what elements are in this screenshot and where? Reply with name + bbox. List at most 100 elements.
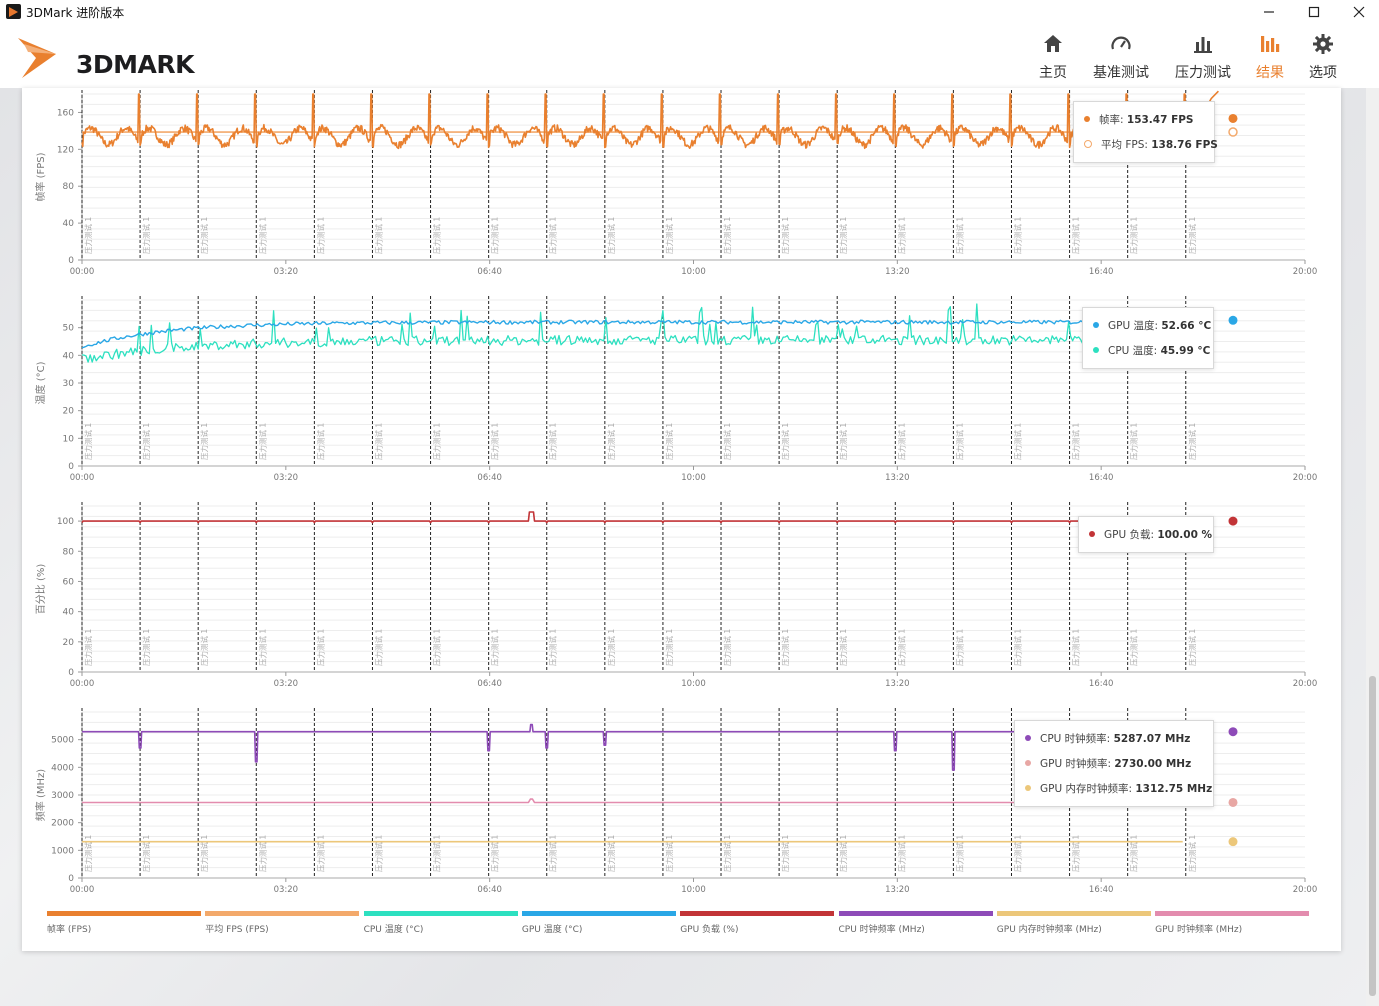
monitoring-card: 0 40 80 120 160 帧率 (FPS) 00:00 03:20 06:40 10:00 1… (22, 88, 1341, 951)
x-tick-label: 10:00 (681, 267, 706, 277)
tooltip-value: 100.00 % (1157, 529, 1213, 541)
stress-test-marker-label: 压力测试 1 (954, 629, 964, 666)
stress-test-marker-label: 压力测试 1 (838, 423, 848, 460)
nav-benchmarks-label: 基准测试 (1093, 65, 1149, 81)
nav-results[interactable]: 结果 (1253, 32, 1287, 86)
close-button[interactable] (1336, 0, 1379, 24)
stress-test-marker-label: 压力测试 1 (257, 423, 267, 460)
stress-test-marker-label: 压力测试 1 (490, 629, 500, 666)
legend-swatch (838, 911, 993, 916)
stress-test-marker-label: 压力测试 1 (1071, 217, 1081, 254)
stress-test-marker-label: 压力测试 1 (1071, 835, 1081, 872)
stress-test-marker-label: 压力测试 1 (1129, 217, 1139, 254)
tooltip-label: GPU 温度: (1108, 320, 1162, 332)
legend-item[interactable]: 平均 FPS (FPS) (205, 911, 360, 935)
tooltip-row: GPU 内存时钟频率: 1312.75 MHz (1025, 777, 1212, 802)
fps-endpoint (1228, 113, 1238, 123)
tooltip-label: GPU 时钟频率: (1040, 758, 1115, 770)
stress-test-marker-label: 压力测试 1 (954, 423, 964, 460)
x-tick-label: 00:00 (70, 473, 95, 483)
stress-test-marker-label: 压力测试 1 (664, 835, 674, 872)
x-tick-label: 13:20 (885, 679, 910, 689)
y-tick-label: 80 (63, 547, 75, 557)
legend-item[interactable]: 帧率 (FPS) (47, 911, 201, 935)
stress-test-marker-label: 压力测试 1 (896, 835, 906, 872)
y-tick-label: 5000 (51, 736, 74, 746)
stress-test-marker-label: 压力测试 1 (315, 835, 325, 872)
cpu-temp-line (81, 303, 1186, 363)
y-tick-label: 10 (63, 434, 75, 444)
vertical-scrollbar[interactable] (1366, 88, 1379, 1006)
gpu-load-endpoint (1228, 516, 1238, 526)
legend-label: GPU 内存时钟频率 (MHz) (996, 925, 1102, 935)
y-tick-label: 20 (63, 407, 75, 417)
maximize-button[interactable] (1291, 0, 1337, 24)
stress-test-marker-label: 压力测试 1 (664, 423, 674, 460)
tooltip-row: GPU 时钟频率: 2730.00 MHz (1025, 752, 1205, 777)
gear-icon (1313, 34, 1333, 54)
stress-test-marker-label: 压力测试 1 (373, 423, 383, 460)
stress-test-marker-label: 压力测试 1 (315, 423, 325, 460)
scrollbar-thumb[interactable] (1369, 676, 1376, 996)
y-tick-label: 40 (63, 351, 75, 361)
y-tick-label: 0 (68, 256, 74, 266)
stress-test-marker-label: 压力测试 1 (838, 835, 848, 872)
legend-swatch (47, 911, 201, 916)
nav-home[interactable]: 主页 (1036, 32, 1070, 86)
stress-test-marker-label: 压力测试 1 (1187, 217, 1197, 254)
stress-test-marker-label: 压力测试 1 (1187, 423, 1197, 460)
tooltip-value: 2730.00 MHz (1114, 758, 1192, 770)
legend-swatch (363, 911, 518, 916)
legend-item[interactable]: GPU 时钟频率 (MHz) (1155, 911, 1310, 935)
x-tick-label: 00:00 (70, 267, 95, 277)
x-tick-label: 20:00 (1293, 473, 1318, 483)
stress-test-marker-label: 压力测试 1 (1012, 423, 1022, 460)
stress-test-marker-label: 压力测试 1 (1129, 629, 1139, 666)
tooltip-value: 138.76 FPS (1151, 139, 1218, 151)
series-dot-icon (1025, 735, 1031, 741)
y-tick-label: 40 (63, 608, 75, 618)
y-tick-label: 0 (68, 462, 74, 472)
minimize-button[interactable] (1246, 0, 1292, 24)
stress-test-marker-label: 压力测试 1 (1012, 217, 1022, 254)
x-tick-label: 10:00 (681, 679, 706, 689)
legend-item[interactable]: CPU 温度 (°C) (363, 911, 518, 935)
legend-label: 帧率 (FPS) (47, 925, 92, 935)
y-tick-label: 20 (63, 638, 75, 648)
stress-test-marker-label: 压力测试 1 (315, 629, 325, 666)
nav-stress-tests[interactable]: 压力测试 (1173, 32, 1233, 86)
window-titlebar: 3DMark 进阶版本 (0, 0, 1379, 24)
stress-test-marker-label: 压力测试 1 (432, 835, 442, 872)
nav-benchmarks[interactable]: 基准测试 (1091, 32, 1151, 86)
stress-test-marker-label: 压力测试 1 (664, 629, 674, 666)
temperature-tooltip: GPU 温度: 52.66 °C CPU 温度: 45.99 °C (1082, 307, 1214, 369)
stress-test-marker-label: 压力测试 1 (83, 217, 93, 254)
legend-label: GPU 负载 (%) (680, 925, 739, 935)
stress-test-marker-label: 压力测试 1 (257, 217, 267, 254)
stress-test-marker-label: 压力测试 1 (606, 423, 616, 460)
legend-item[interactable]: GPU 温度 (°C) (521, 911, 676, 935)
nav-options-label: 选项 (1309, 65, 1337, 81)
x-tick-label: 00:00 (70, 885, 95, 895)
stress-test-marker-label: 压力测试 1 (373, 217, 383, 254)
y-tick-label: 2000 (51, 819, 74, 829)
x-tick-label: 10:00 (681, 473, 706, 483)
x-tick-label: 16:40 (1089, 885, 1114, 895)
tooltip-label: 帧率: (1099, 114, 1127, 126)
window-title: 3DMark 进阶版本 (26, 6, 125, 20)
legend-label: CPU 温度 (°C) (363, 925, 424, 935)
stress-test-marker-label: 压力测试 1 (141, 217, 151, 254)
series-dot-icon (1025, 785, 1031, 791)
stress-test-marker-label: 压力测试 1 (141, 423, 151, 460)
stress-test-marker-label: 压力测试 1 (432, 217, 442, 254)
stress-test-marker-label: 压力测试 1 (490, 217, 500, 254)
x-tick-label: 10:00 (681, 885, 706, 895)
tooltip-row: GPU 负载: 100.00 % (1089, 523, 1212, 548)
y-tick-label: 160 (57, 108, 74, 118)
stress-test-marker-label: 压力测试 1 (83, 835, 93, 872)
legend-item[interactable]: CPU 时钟频率 (MHz) (838, 911, 993, 935)
legend-item[interactable]: GPU 内存时钟频率 (MHz) (996, 911, 1151, 935)
tooltip-row: CPU 温度: 45.99 °C (1093, 339, 1210, 364)
legend-item[interactable]: GPU 负载 (%) (680, 911, 835, 935)
nav-options[interactable]: 选项 (1306, 32, 1340, 86)
